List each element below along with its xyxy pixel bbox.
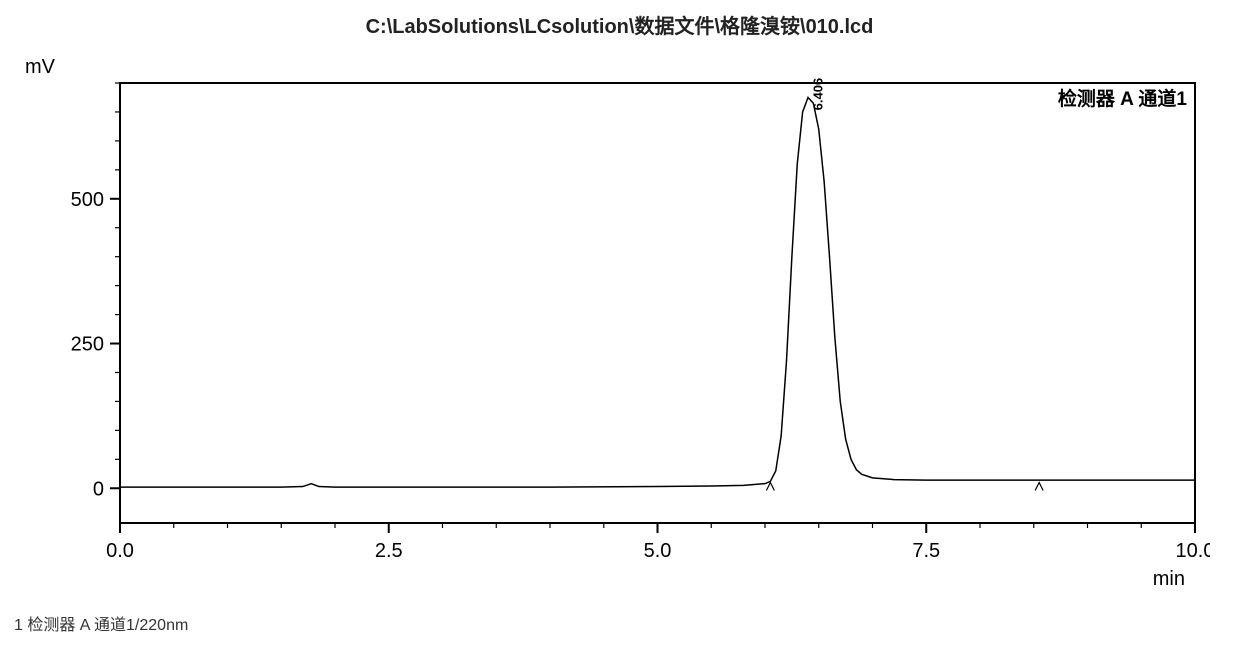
peak-retention-label: 6.406 [811,78,826,111]
chart-svg: mV min 检测器 A 通道1 0.0 2.5 5.0 7.5 10.0 0 250 500 6.4… [10,43,1210,603]
x-axis-label: min [1153,568,1185,590]
x-tick-label: 10.0 [1176,540,1210,562]
y-tick-label: 250 [71,334,104,356]
file-path-title: C:\LabSolutions\LCsolution\数据文件\格隆溴铵\010… [10,10,1229,39]
footer-channel-label: 1 检测器 A 通道1/220nm [14,611,1229,635]
legend-label: 检测器 A 通道1 [1058,87,1188,110]
y-axis-label: mV [25,56,56,78]
y-tick-label: 500 [71,189,104,211]
x-tick-label: 5.0 [644,540,672,562]
x-tick-label: 2.5 [375,540,403,562]
y-tick-label: 0 [93,478,104,500]
x-tick-label: 0.0 [106,540,134,562]
x-tick-label: 7.5 [912,540,940,562]
chromatogram-chart: mV min 检测器 A 通道1 0.0 2.5 5.0 7.5 10.0 0 250 500 6.4… [10,43,1210,603]
